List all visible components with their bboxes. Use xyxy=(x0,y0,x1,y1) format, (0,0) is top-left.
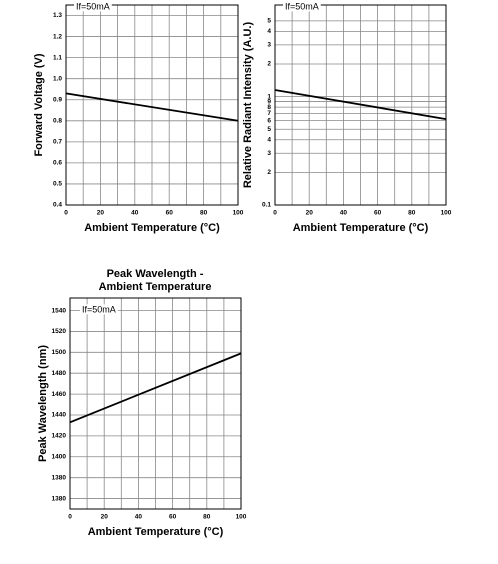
annotation: If=50mA xyxy=(76,1,110,11)
y-tick-label: 6 xyxy=(267,117,271,124)
y-tick-label: 1380 xyxy=(52,474,67,481)
y-tick-label: 1380 xyxy=(52,495,67,502)
y-tick-label: 0.9 xyxy=(53,96,62,103)
y-tick-label: 0.6 xyxy=(53,160,62,167)
x-tick-label: 60 xyxy=(166,210,174,217)
annotation: If=50mA xyxy=(285,1,319,11)
y-tick-label: 0.1 xyxy=(262,202,271,209)
plot-frame xyxy=(274,4,447,206)
y-tick-label: 9 xyxy=(267,98,271,105)
x-tick-label: 40 xyxy=(340,210,348,217)
y-axis-label: Relative Radiant Intensity (A.U.) xyxy=(242,22,254,189)
x-tick-label: 20 xyxy=(97,210,105,217)
y-axis-label: Forward Voltage (V) xyxy=(33,53,45,156)
y-tick-label: 1460 xyxy=(52,391,67,398)
y-tick-label: 2 xyxy=(267,61,271,68)
chart-title: Peak Wavelength - Ambient Temperature xyxy=(98,268,212,293)
x-tick-label: 100 xyxy=(441,210,452,217)
y-tick-label: 7 xyxy=(267,110,271,117)
y-tick-label: 0.7 xyxy=(53,139,62,146)
y-tick-label: 3 xyxy=(267,150,271,157)
x-tick-label: 0 xyxy=(68,514,72,521)
y-tick-label: 1480 xyxy=(52,370,67,377)
y-tick-label: 1540 xyxy=(52,307,67,314)
x-tick-label: 20 xyxy=(101,514,109,521)
y-tick-label: 1.0 xyxy=(53,75,62,82)
plot-frame xyxy=(69,297,242,510)
x-tick-label: 80 xyxy=(408,210,416,217)
data-line xyxy=(69,352,242,424)
y-tick-label: 0.5 xyxy=(53,181,62,188)
data-line xyxy=(65,92,239,122)
y-tick-label: 1440 xyxy=(52,412,67,419)
x-tick-label: 20 xyxy=(306,210,314,217)
x-axis-label: Ambient Temperature (°C) xyxy=(88,526,224,538)
x-tick-label: 0 xyxy=(273,210,277,217)
plot-frame xyxy=(65,4,239,206)
x-axis-label: Ambient Temperature (°C) xyxy=(293,222,429,234)
y-tick-label: 5 xyxy=(267,126,271,133)
data-line xyxy=(274,89,447,120)
y-tick-label: 1400 xyxy=(52,453,67,460)
x-axis-label: Ambient Temperature (°C) xyxy=(84,222,220,234)
y-tick-label: 1.2 xyxy=(53,33,62,40)
x-tick-label: 100 xyxy=(233,210,244,217)
y-tick-label: 2 xyxy=(267,169,271,176)
y-tick-label: 5 xyxy=(267,18,271,25)
annotation-box xyxy=(283,1,321,12)
annotation-box xyxy=(74,1,112,12)
y-tick-label: 1 xyxy=(267,93,271,100)
x-tick-label: 40 xyxy=(135,514,143,521)
annotation-box xyxy=(80,304,118,315)
y-tick-label: 1500 xyxy=(52,349,67,356)
y-tick-label: 3 xyxy=(267,42,271,49)
y-tick-label: 0.4 xyxy=(53,202,62,209)
y-tick-label: 1.1 xyxy=(53,54,62,61)
y-axis-label: Peak Wavelength (nm) xyxy=(37,345,49,462)
y-tick-label: 4 xyxy=(267,136,271,143)
y-tick-label: 1.3 xyxy=(53,12,62,19)
x-tick-label: 60 xyxy=(374,210,382,217)
x-tick-label: 0 xyxy=(64,210,68,217)
x-tick-label: 60 xyxy=(169,514,177,521)
x-tick-label: 100 xyxy=(236,514,247,521)
annotation: If=50mA xyxy=(82,304,116,314)
y-tick-label: 1420 xyxy=(52,433,67,440)
x-tick-label: 80 xyxy=(200,210,208,217)
x-tick-label: 80 xyxy=(203,514,211,521)
y-tick-label: 1520 xyxy=(52,328,67,335)
x-tick-label: 40 xyxy=(131,210,139,217)
y-tick-label: 8 xyxy=(267,104,271,111)
y-tick-label: 4 xyxy=(267,28,271,35)
y-tick-label: 0.8 xyxy=(53,118,62,125)
